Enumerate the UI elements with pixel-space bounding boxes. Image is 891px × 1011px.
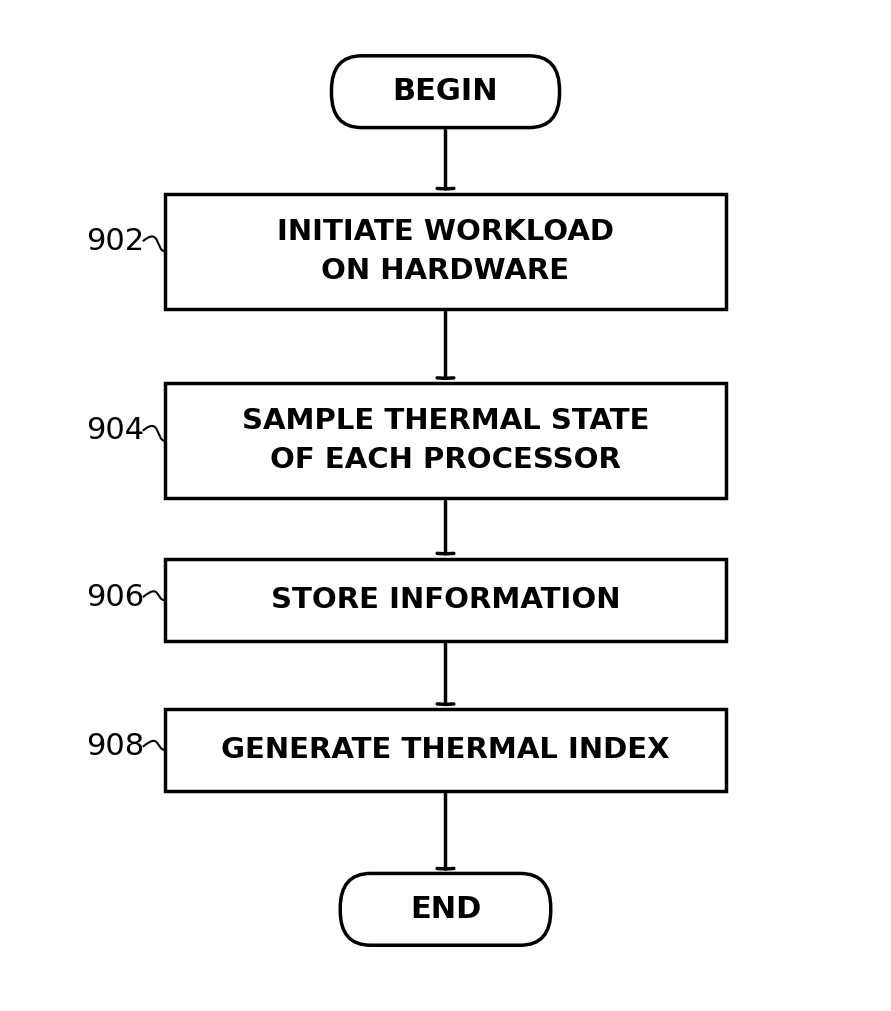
Text: STORE INFORMATION: STORE INFORMATION [271,586,620,615]
Text: SAMPLE THERMAL STATE
OF EACH PROCESSOR: SAMPLE THERMAL STATE OF EACH PROCESSOR [241,407,650,474]
Text: END: END [410,895,481,924]
Text: 904: 904 [86,417,144,445]
Bar [165,194,726,308]
Bar [165,383,726,498]
Text: GENERATE THERMAL INDEX: GENERATE THERMAL INDEX [221,736,670,763]
Bar [165,559,726,641]
Text: 906: 906 [86,582,144,612]
FancyBboxPatch shape [340,874,551,945]
Text: BEGIN: BEGIN [393,77,498,106]
Bar [165,709,726,791]
Text: 902: 902 [86,226,144,256]
FancyBboxPatch shape [331,56,560,127]
Text: 908: 908 [86,732,144,761]
Text: INITIATE WORKLOAD
ON HARDWARE: INITIATE WORKLOAD ON HARDWARE [277,217,614,285]
